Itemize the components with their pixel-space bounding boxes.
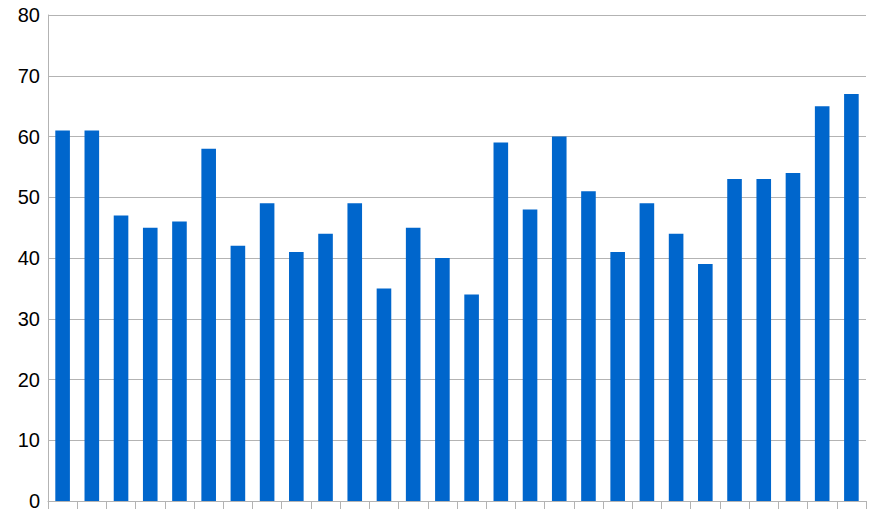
svg-text:0: 0 — [29, 490, 40, 512]
svg-text:80: 80 — [18, 4, 40, 26]
svg-text:60: 60 — [18, 126, 40, 148]
svg-text:40: 40 — [18, 247, 40, 269]
svg-text:20: 20 — [18, 369, 40, 391]
svg-text:30: 30 — [18, 308, 40, 330]
svg-text:10: 10 — [18, 429, 40, 451]
svg-text:70: 70 — [18, 65, 40, 87]
svg-text:50: 50 — [18, 186, 40, 208]
